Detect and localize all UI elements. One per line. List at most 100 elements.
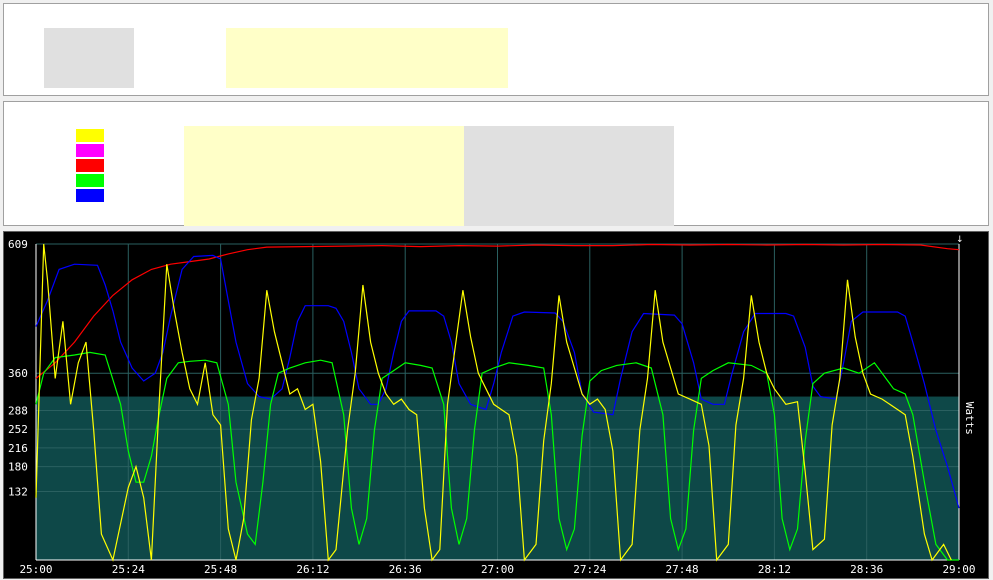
color-swatch[interactable]: [76, 144, 104, 157]
y-tick-label: 288: [8, 405, 28, 418]
metrics-cell: [390, 143, 460, 157]
metrics-cell: [110, 158, 180, 172]
metrics-cell: [390, 204, 460, 218]
cursor-marker-icon: ↓: [956, 235, 964, 245]
chart-canvas: 25:00 25:24 25:48 26:12 26:36 27:00 27:24 27:48…: [8, 235, 976, 576]
x-tick-label: 28:12: [758, 563, 791, 576]
metrics-cell: [460, 128, 530, 142]
summary-cell: [318, 70, 416, 84]
summary-cell: [48, 70, 136, 84]
metrics-cell: [460, 204, 530, 218]
metrics-cell: [530, 128, 600, 142]
x-tick-label: 26:12: [296, 563, 329, 576]
metrics-cell: [110, 128, 180, 142]
color-swatch[interactable]: [76, 174, 104, 187]
summary-col-bg-range: [226, 28, 508, 88]
metrics-cell: [320, 204, 390, 218]
metrics-header: [180, 108, 250, 122]
metrics-cell: [110, 204, 180, 218]
metrics-cell: [180, 128, 250, 142]
summary-cell: [48, 28, 136, 42]
series-line: [35, 351, 959, 561]
metrics-cell: [600, 143, 670, 157]
metrics-cell: [600, 173, 670, 187]
y-tick-label: 252: [8, 423, 28, 436]
color-swatch[interactable]: [76, 189, 104, 202]
summary-cell: [508, 56, 596, 70]
metrics-cell: [180, 204, 250, 218]
summary-cell: [138, 56, 226, 70]
metrics-header: [320, 108, 390, 122]
metrics-cell: [320, 173, 390, 187]
metrics-cell: [460, 173, 530, 187]
metrics-cell: [530, 188, 600, 202]
metrics-cell: [460, 188, 530, 202]
color-swatch[interactable]: [76, 159, 104, 172]
series-line: [35, 254, 960, 509]
metrics-cell: [600, 128, 670, 142]
x-tick-label: 27:00: [481, 563, 514, 576]
summary-cell: [318, 42, 416, 56]
y-tick-label: 609: [8, 238, 28, 251]
x-tick-label: 25:24: [112, 563, 145, 576]
metrics-cell: [250, 158, 320, 172]
metrics-cell: [600, 204, 670, 218]
metrics-header: [460, 108, 530, 122]
metrics-table: [3, 101, 989, 226]
summary-cell: [418, 42, 506, 56]
summary-cell: [318, 56, 416, 70]
x-tick-label: 25:48: [204, 563, 237, 576]
metrics-cell: [180, 158, 250, 172]
summary-cell: [598, 56, 686, 70]
summary-cell: [318, 28, 416, 42]
metrics-cell: [250, 173, 320, 187]
metrics-cell: [530, 143, 600, 157]
summary-cell: [48, 42, 136, 56]
metrics-col-bg-all: [464, 126, 674, 226]
metrics-cell: [320, 158, 390, 172]
metrics-cell: [320, 143, 390, 157]
summary-cell: [228, 70, 316, 84]
color-swatch[interactable]: [76, 129, 104, 142]
x-tick-label: 27:24: [573, 563, 606, 576]
summary-cell: [138, 42, 226, 56]
metrics-cell: [250, 204, 320, 218]
series-line: [35, 243, 960, 379]
metrics-cell: [460, 158, 530, 172]
series-line: [35, 243, 952, 562]
x-tick-label: 29:00: [942, 563, 975, 576]
summary-cell: [598, 70, 686, 84]
metrics-cell: [110, 143, 180, 157]
summary-cell: [228, 28, 316, 42]
summary-cell: [418, 70, 506, 84]
metrics-cell: [600, 158, 670, 172]
metrics-cell: [460, 143, 530, 157]
metrics-cell: [390, 188, 460, 202]
metrics-cell: [530, 204, 600, 218]
x-tick-label: 25:00: [19, 563, 52, 576]
y-tick-label: 132: [8, 486, 28, 499]
metrics-header: [250, 108, 320, 122]
metrics-cell: [180, 173, 250, 187]
metrics-cell: [320, 128, 390, 142]
metrics-cell: [250, 128, 320, 142]
summary-cell: [228, 56, 316, 70]
metrics-col-bg-range: [184, 126, 464, 226]
y-axis-label: Watts: [963, 402, 976, 435]
metrics-cell: [390, 158, 460, 172]
power-chart[interactable]: 25:00 25:24 25:48 26:12 26:36 27:00 27:24 27:48…: [3, 231, 989, 579]
metrics-cell: [600, 188, 670, 202]
summary-cell: [598, 28, 686, 42]
metrics-cell: [320, 188, 390, 202]
metrics-cell: [180, 143, 250, 157]
summary-cell: [228, 42, 316, 56]
metrics-cell: [530, 173, 600, 187]
summary-cell: [48, 56, 136, 70]
metrics-cell: [250, 143, 320, 157]
y-tick-label: 180: [8, 461, 28, 474]
summary-cell: [508, 70, 596, 84]
x-tick-label: 28:36: [850, 563, 883, 576]
metrics-cell: [390, 173, 460, 187]
summary-cell: [508, 28, 596, 42]
metrics-cell: [530, 158, 600, 172]
